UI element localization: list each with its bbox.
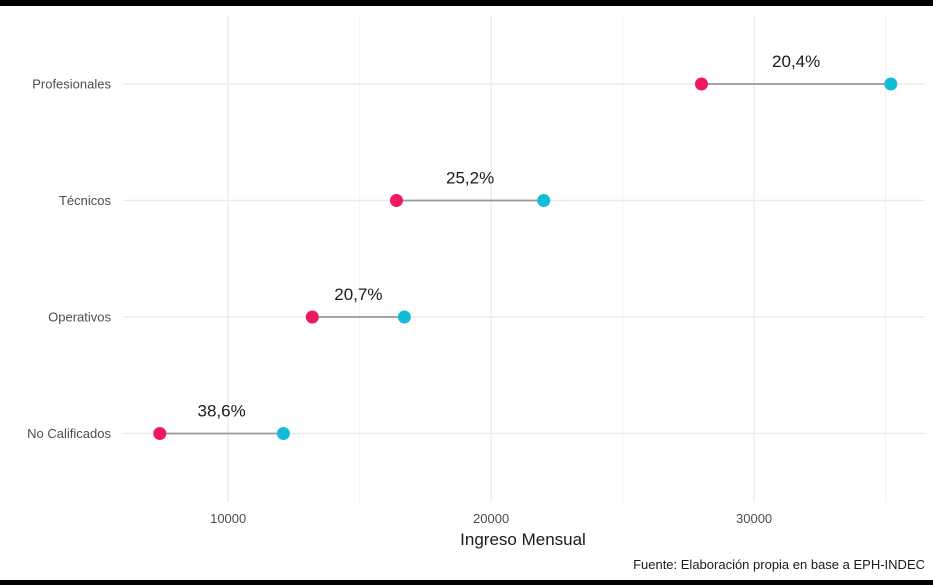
point-high bbox=[397, 310, 411, 324]
percent-label: 38,6% bbox=[198, 402, 246, 421]
y-tick-labels: Profesionales Técnicos Operativos No Califi… bbox=[27, 77, 111, 442]
point-low bbox=[153, 427, 167, 440]
minor-gridlines bbox=[359, 15, 887, 502]
x-tick-label: 20000 bbox=[473, 511, 509, 526]
segments bbox=[159, 83, 891, 435]
y-tick-label: No Calificados bbox=[27, 426, 111, 441]
x-tick-label: 10000 bbox=[210, 511, 246, 526]
x-tick-label: 30000 bbox=[736, 511, 772, 526]
x-axis-title: Ingreso Mensual bbox=[460, 530, 586, 549]
point-low bbox=[694, 77, 708, 91]
point-high bbox=[276, 427, 290, 440]
point-low bbox=[305, 310, 319, 324]
top-border bbox=[0, 0, 933, 6]
point-high bbox=[884, 77, 898, 91]
point-high bbox=[537, 194, 551, 207]
x-tick-labels: 10000 20000 30000 bbox=[210, 511, 772, 526]
percent-label: 20,4% bbox=[772, 52, 820, 71]
percent-labels: 20,4% 25,2% 20,7% 38,6% bbox=[198, 52, 821, 421]
percent-label: 20,7% bbox=[334, 285, 382, 304]
caption: Fuente: Elaboración propia en base a EPH… bbox=[633, 557, 925, 572]
y-tick-label: Profesionales bbox=[32, 77, 111, 92]
points bbox=[153, 77, 898, 440]
y-tick-label: Técnicos bbox=[59, 193, 112, 208]
percent-label: 25,2% bbox=[446, 169, 494, 188]
y-tick-label: Operativos bbox=[48, 310, 111, 325]
major-gridlines bbox=[123, 15, 925, 502]
point-low bbox=[389, 194, 403, 207]
bottom-border bbox=[0, 580, 933, 585]
